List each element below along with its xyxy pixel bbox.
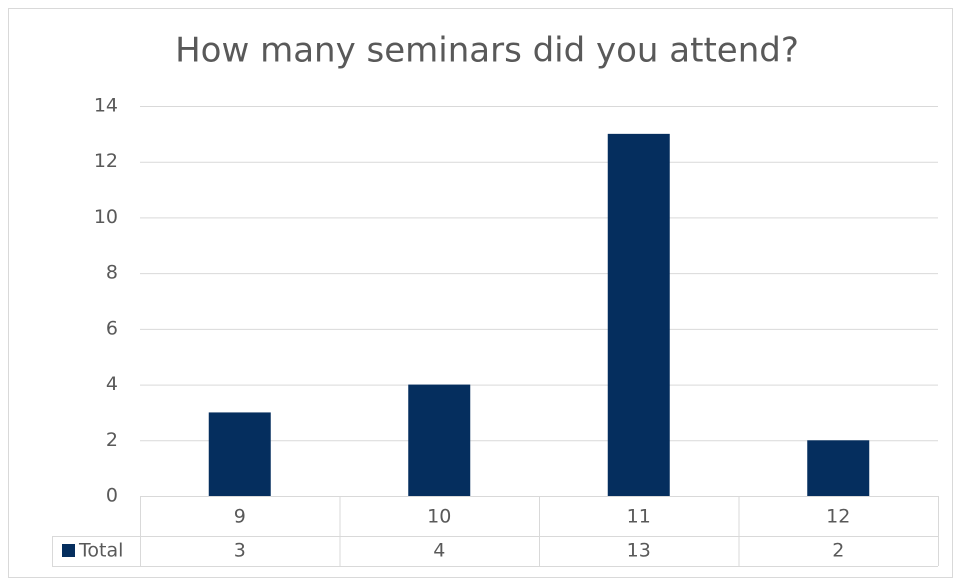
table-value: 13	[627, 540, 651, 562]
y-tick-label: 0	[106, 485, 118, 507]
x-tick-label: 12	[826, 506, 850, 528]
bar	[208, 412, 271, 496]
bar	[607, 133, 670, 496]
y-tick-label: 12	[94, 150, 118, 172]
y-tick-label: 2	[106, 429, 118, 451]
legend-swatch	[62, 544, 75, 557]
table-value: 3	[234, 540, 246, 562]
chart-frame	[8, 8, 953, 578]
y-tick-label: 6	[106, 317, 118, 339]
y-tick-label: 14	[94, 95, 118, 117]
y-tick-label: 10	[94, 206, 118, 228]
chart-title: How many seminars did you attend?	[175, 31, 799, 71]
table-value: 4	[433, 540, 445, 562]
y-tick-label: 4	[106, 373, 118, 395]
x-tick-label: 10	[427, 506, 451, 528]
x-tick-label: 9	[234, 506, 246, 528]
legend-label: Total	[78, 540, 123, 562]
table-value: 2	[832, 540, 844, 562]
bar	[807, 440, 870, 496]
y-tick-label: 8	[106, 262, 118, 284]
bar	[408, 384, 471, 496]
x-tick-label: 11	[627, 506, 651, 528]
